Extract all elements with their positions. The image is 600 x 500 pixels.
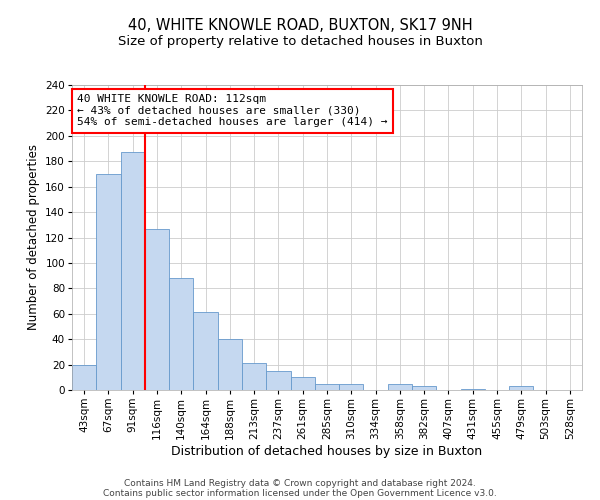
Bar [72, 364, 96, 390]
Bar [266, 371, 290, 390]
Bar [412, 386, 436, 390]
Bar [315, 384, 339, 390]
Bar [96, 174, 121, 390]
Bar [290, 378, 315, 390]
Bar [121, 152, 145, 390]
Text: 40, WHITE KNOWLE ROAD, BUXTON, SK17 9NH: 40, WHITE KNOWLE ROAD, BUXTON, SK17 9NH [128, 18, 472, 32]
Bar [509, 386, 533, 390]
Text: Contains HM Land Registry data © Crown copyright and database right 2024.: Contains HM Land Registry data © Crown c… [124, 478, 476, 488]
Bar [193, 312, 218, 390]
Bar [339, 384, 364, 390]
Bar [388, 384, 412, 390]
Text: Size of property relative to detached houses in Buxton: Size of property relative to detached ho… [118, 35, 482, 48]
Bar [169, 278, 193, 390]
X-axis label: Distribution of detached houses by size in Buxton: Distribution of detached houses by size … [172, 444, 482, 458]
Bar [242, 364, 266, 390]
Bar [145, 228, 169, 390]
Bar [218, 339, 242, 390]
Y-axis label: Number of detached properties: Number of detached properties [27, 144, 40, 330]
Text: 40 WHITE KNOWLE ROAD: 112sqm
← 43% of detached houses are smaller (330)
54% of s: 40 WHITE KNOWLE ROAD: 112sqm ← 43% of de… [77, 94, 388, 128]
Bar [461, 388, 485, 390]
Text: Contains public sector information licensed under the Open Government Licence v3: Contains public sector information licen… [103, 488, 497, 498]
